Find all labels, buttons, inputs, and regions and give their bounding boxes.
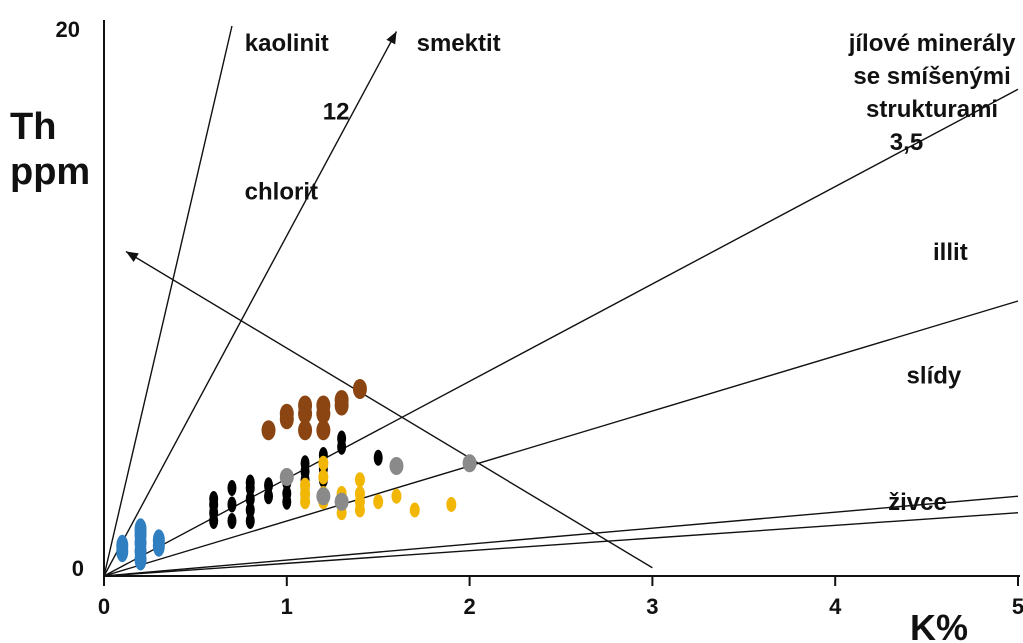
region-label: 3,5	[890, 129, 923, 156]
data-point-black	[227, 513, 237, 529]
region-label: slídy	[907, 363, 962, 390]
x-tick-label: 3	[646, 594, 658, 619]
data-point-brown	[352, 379, 367, 399]
data-point-yellow	[354, 472, 365, 488]
data-point-yellow	[391, 488, 402, 504]
data-point-black	[264, 488, 274, 505]
x-axis-label: K%	[910, 607, 968, 643]
data-point-black	[373, 449, 383, 466]
data-point-brown	[298, 395, 313, 416]
x-ticks: 0 1 2 3 4 5	[98, 576, 1023, 619]
line-zivce-lower	[103, 512, 1019, 577]
line-smektit-arrowhead	[386, 31, 397, 45]
y-tick-label-0: 0	[72, 556, 84, 581]
data-point-gray	[389, 457, 404, 475]
data-point-yellow	[354, 486, 365, 501]
region-label: jílové minerály	[848, 30, 1016, 57]
data-point-yellow	[373, 494, 384, 510]
data-point-black	[245, 474, 255, 491]
data-point-brown	[316, 420, 331, 441]
data-point-black	[245, 502, 255, 518]
series-gray	[279, 454, 477, 511]
data-point-gray	[279, 468, 294, 486]
data-point-black	[282, 485, 292, 502]
data-point-brown	[334, 390, 349, 410]
line-kaolinit-chlorit	[103, 25, 233, 577]
data-point-gray	[316, 487, 331, 506]
data-point-black	[227, 496, 237, 513]
x-tick-label: 2	[463, 594, 475, 619]
data-point-blue	[152, 529, 165, 552]
trend-arrow	[125, 250, 653, 569]
region-label: se smíšenými	[853, 63, 1010, 90]
series-blue	[116, 518, 165, 571]
data-point-gray	[334, 492, 349, 511]
data-point-black	[209, 491, 219, 507]
data-points	[116, 379, 477, 571]
data-point-blue	[134, 518, 147, 541]
data-point-blue	[116, 534, 129, 557]
region-label: kaolinit	[245, 30, 329, 57]
region-label: strukturami	[866, 96, 998, 123]
x-tick-label: 1	[281, 594, 293, 619]
data-point-brown	[279, 403, 294, 424]
y-axis-label-th: Th	[10, 106, 56, 148]
data-point-yellow	[318, 469, 329, 485]
line-mixed-layer	[103, 88, 1019, 577]
x-tick-label: 0	[98, 594, 110, 619]
data-point-black	[264, 477, 274, 494]
x-tick-label: 4	[829, 594, 842, 619]
region-label: živce	[888, 489, 947, 516]
data-point-yellow	[446, 497, 457, 512]
x-tick-label: 5	[1012, 594, 1023, 619]
series-brown	[261, 379, 367, 441]
region-label: illit	[933, 239, 968, 266]
region-label: 12	[323, 99, 350, 126]
data-point-brown	[298, 420, 313, 441]
data-point-black	[300, 455, 310, 472]
data-point-black	[245, 513, 255, 529]
data-point-yellow	[318, 455, 329, 471]
reference-lines	[103, 25, 1019, 577]
data-point-black	[227, 480, 237, 496]
data-point-black	[337, 430, 347, 447]
trend-arrow-arrowhead	[125, 251, 139, 262]
data-point-brown	[316, 395, 331, 416]
y-axis-label-unit: ppm	[10, 151, 90, 193]
region-labels: kaolinit smektit 12 chlorit jílové minerály s…	[245, 30, 1016, 516]
data-point-black	[245, 491, 255, 507]
data-point-gray	[462, 454, 477, 473]
region-label: smektit	[417, 30, 501, 57]
region-label: chlorit	[245, 178, 318, 205]
line-smektit	[103, 31, 398, 577]
data-point-yellow	[300, 477, 311, 493]
line-zivce-upper	[103, 495, 1019, 577]
data-point-yellow	[409, 502, 420, 518]
y-tick-label-20: 20	[56, 17, 80, 42]
line-illit	[103, 300, 1019, 577]
data-point-brown	[261, 420, 276, 441]
